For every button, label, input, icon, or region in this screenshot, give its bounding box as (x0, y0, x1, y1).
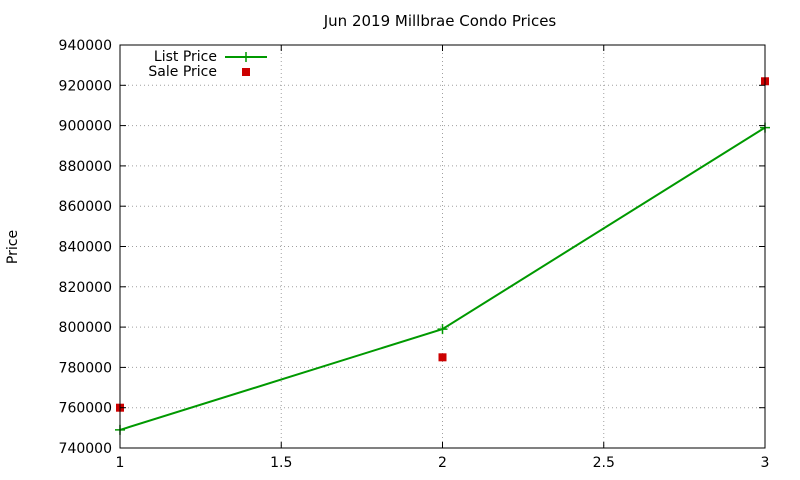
y-tick-label: 840000 (59, 240, 112, 256)
legend-marker-sale-price (242, 68, 250, 76)
series-line-list-price (119, 126, 766, 431)
x-tick-label: 2.5 (593, 455, 615, 471)
y-tick-label: 780000 (59, 360, 112, 376)
y-tick-label: 800000 (59, 320, 112, 336)
legend-label-list-price: List Price (154, 49, 217, 65)
x-tick-label: 3 (761, 455, 770, 471)
y-tick-label: 940000 (59, 38, 112, 54)
legend-marker-list-price (241, 52, 251, 62)
y-tick-label: 820000 (59, 280, 112, 296)
y-tick-label: 880000 (59, 159, 112, 175)
y-axis-label: Price (5, 230, 21, 264)
x-tick-label: 2 (438, 455, 447, 471)
x-tick-label: 1.5 (270, 455, 292, 471)
y-tick-label: 740000 (59, 441, 112, 457)
plot-frame (119, 44, 766, 449)
y-tick-label: 920000 (59, 78, 112, 94)
y-tick-label: 760000 (59, 401, 112, 417)
grid (120, 45, 765, 448)
data-point-sale-price (438, 353, 447, 362)
legend: List Price Sale Price (148, 49, 267, 80)
chart-title: Jun 2019 Millbrae Condo Prices (323, 12, 557, 30)
x-tick-label: 1 (116, 455, 125, 471)
legend-label-sale-price: Sale Price (148, 64, 217, 80)
tick-layer: 740000 760000 780000 800000 820000 840000 8600… (59, 38, 770, 471)
data-point-list-price (437, 324, 448, 335)
y-tick-label: 900000 (59, 119, 112, 135)
y-tick-label: 860000 (59, 199, 112, 215)
